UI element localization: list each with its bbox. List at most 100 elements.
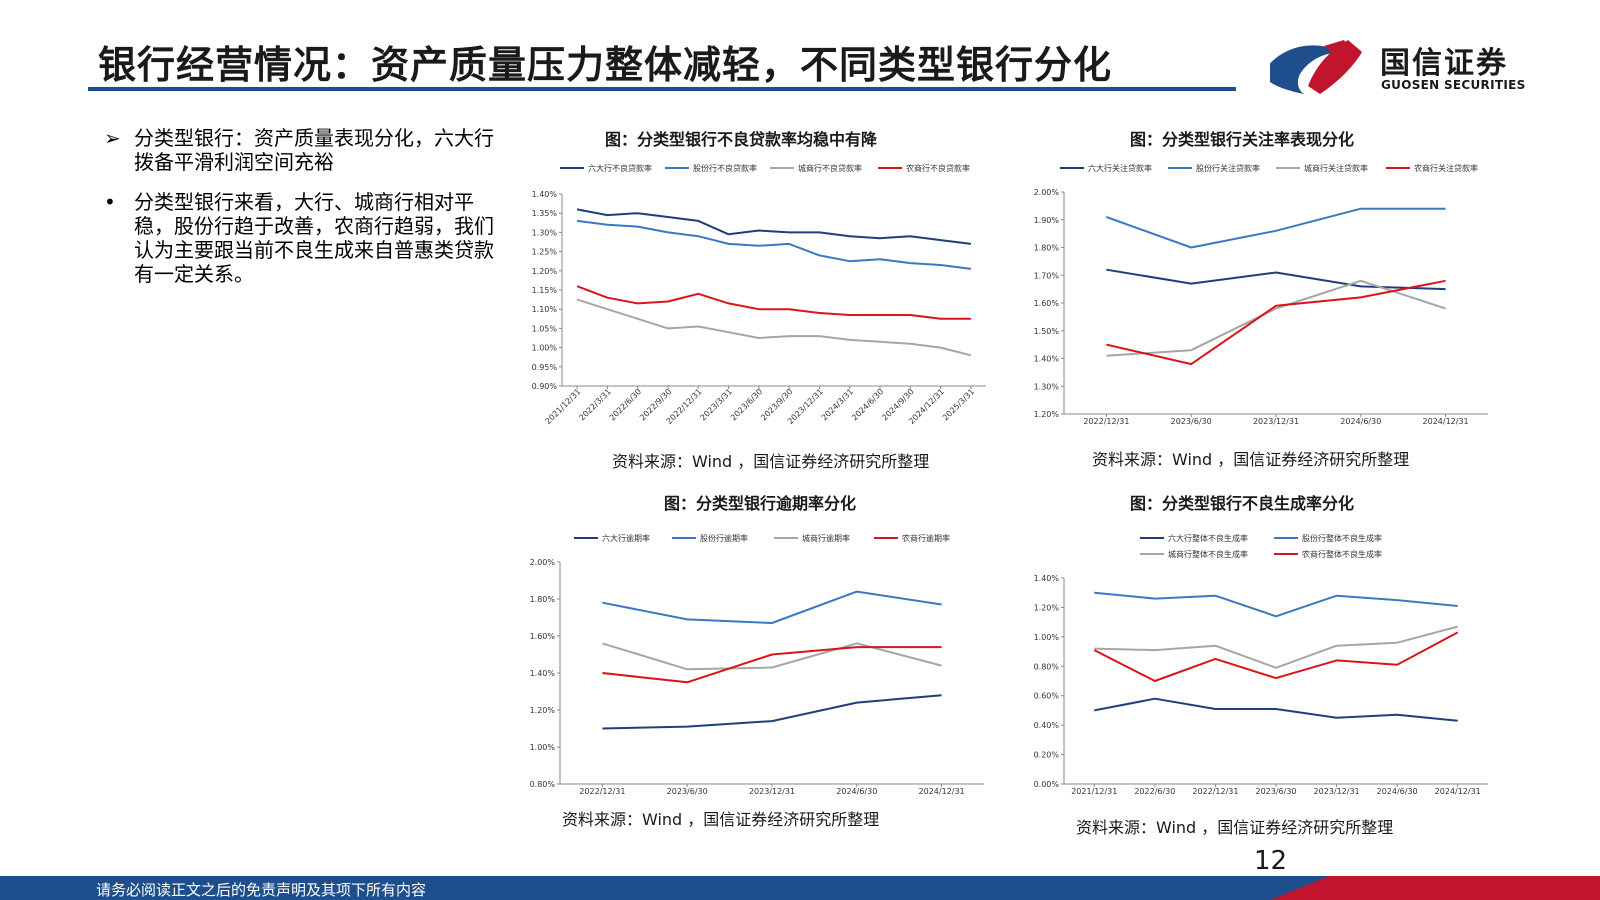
legend-label: 农商行不良贷款率 [906, 163, 970, 173]
series-line [1106, 279, 1446, 357]
y-tick-label: 1.20% [1034, 410, 1060, 419]
legend-label: 农商行逾期率 [902, 533, 950, 543]
chart-2-source: 资料来源：Wind ，国信证券经济研究所整理 [1092, 450, 1410, 469]
y-tick-label: 1.40% [1034, 574, 1060, 583]
x-tick-label: 2024/12/31 [1435, 787, 1481, 796]
x-tick-label: 2023/6/30 [1255, 787, 1296, 796]
y-tick-label: 1.00% [532, 344, 558, 353]
logo-cn-text: 国信证券 [1380, 46, 1508, 81]
series-line [1094, 697, 1458, 722]
y-tick-label: 1.10% [532, 305, 558, 314]
x-tick-label: 2023/6/30 [1171, 417, 1212, 426]
y-tick-label: 2.00% [530, 558, 556, 567]
x-tick-label: 2024/6/30 [850, 387, 885, 422]
x-tick-label: 2024/12/31 [907, 387, 946, 426]
legend-label: 股份行整体不良生成率 [1302, 533, 1382, 543]
bullet-text: 分类型银行来看，大行、城商行相对平稳，股份行趋于改善，农商行趋弱，我们认为主要跟… [134, 190, 494, 286]
legend-label: 六大行整体不良生成率 [1168, 533, 1248, 543]
bullet-item: • 分类型银行来看，大行、城商行相对平稳，股份行趋于改善，农商行趋弱，我们认为主… [104, 190, 504, 286]
y-tick-label: 0.20% [1034, 751, 1060, 760]
series-line [576, 219, 972, 270]
x-tick-label: 2021/12/31 [544, 387, 583, 426]
bullet-list: ➢ 分类型银行：资产质量表现分化，六大行拨备平滑利润空间充裕 • 分类型银行来看… [104, 126, 504, 302]
chart-2-title: 图：分类型银行关注率表现分化 [1130, 130, 1355, 149]
y-tick-label: 2.00% [1034, 188, 1060, 197]
chart-4-title: 图：分类型银行不良生成率分化 [1130, 494, 1355, 513]
x-tick-label: 2024/6/30 [1340, 417, 1381, 426]
series-line [576, 208, 972, 245]
bullet-item: ➢ 分类型银行：资产质量表现分化，六大行拨备平滑利润空间充裕 [104, 126, 504, 174]
y-tick-label: 0.40% [1034, 721, 1060, 730]
y-tick-label: 0.80% [530, 780, 556, 789]
x-tick-label: 2023/3/31 [699, 387, 734, 422]
legend-label: 股份行关注贷款率 [1196, 163, 1260, 173]
y-tick-label: 1.30% [532, 228, 558, 237]
y-tick-label: 0.60% [1034, 692, 1060, 701]
x-tick-label: 2024/12/31 [919, 787, 965, 796]
y-tick-label: 1.40% [1034, 355, 1060, 364]
x-tick-label: 2022/6/30 [1134, 787, 1175, 796]
x-tick-label: 2022/6/30 [608, 387, 643, 422]
y-tick-label: 1.25% [532, 248, 558, 257]
footer-disclaimer: 请务必阅读正文之后的免责声明及其项下所有内容 [96, 881, 427, 899]
x-tick-label: 2023/6/30 [729, 387, 764, 422]
series-line [1106, 279, 1446, 366]
x-tick-label: 2023/12/31 [786, 387, 825, 426]
legend-label: 六大行逾期率 [602, 533, 650, 543]
x-tick-label: 2025/3/31 [941, 387, 976, 422]
y-tick-label: 1.90% [1034, 216, 1060, 225]
legend-label: 城商行逾期率 [802, 533, 850, 543]
series-line [1094, 591, 1458, 618]
y-tick-label: 1.15% [532, 286, 558, 295]
y-tick-label: 0.80% [1034, 662, 1060, 671]
chart-1-title: 图：分类型银行不良贷款率均稳中有降 [605, 130, 878, 149]
x-tick-label: 2021/12/31 [1071, 787, 1117, 796]
page-title: 银行经营情况：资产质量压力整体减轻，不同类型银行分化 [98, 43, 1113, 87]
x-tick-label: 2023/9/30 [759, 387, 794, 422]
x-tick-label: 2024/12/31 [1423, 417, 1469, 426]
logo-en-text: GUOSEN SECURITIES [1381, 78, 1526, 92]
y-tick-label: 1.00% [1034, 633, 1060, 642]
chart-3-source: 资料来源：Wind ，国信证券经济研究所整理 [562, 810, 880, 829]
chart-3-title: 图：分类型银行逾期率分化 [664, 494, 857, 513]
legend-label: 城商行不良贷款率 [798, 163, 862, 173]
bullet-text: 分类型银行：资产质量表现分化，六大行拨备平滑利润空间充裕 [134, 126, 494, 174]
y-tick-label: 0.90% [532, 382, 558, 391]
legend-label: 股份行逾期率 [700, 533, 748, 543]
y-tick-label: 1.60% [530, 632, 556, 641]
legend-label: 股份行不良贷款率 [693, 163, 757, 173]
x-tick-label: 2023/12/31 [749, 787, 795, 796]
y-tick-label: 1.20% [530, 706, 556, 715]
legend-label: 农商行关注贷款率 [1414, 163, 1478, 173]
x-tick-label: 2022/12/31 [665, 387, 704, 426]
arrow-bullet-icon: ➢ [104, 126, 121, 150]
guosen-logo-icon [1270, 40, 1362, 94]
series-line [576, 298, 972, 357]
series-line [1106, 268, 1446, 291]
series-line [602, 590, 942, 624]
legend-label: 城商行关注贷款率 [1304, 163, 1368, 173]
footer-bar: 请务必阅读正文之后的免责声明及其项下所有内容 [0, 876, 1600, 900]
y-tick-label: 1.40% [532, 190, 558, 199]
y-tick-label: 1.35% [532, 209, 558, 218]
page-number: 12 [1254, 846, 1288, 876]
x-tick-label: 2022/3/31 [577, 387, 612, 422]
x-tick-label: 2023/12/31 [1314, 787, 1360, 796]
y-tick-label: 1.20% [1034, 603, 1060, 612]
series-line [576, 285, 971, 320]
series-line [602, 642, 942, 671]
y-tick-label: 0.00% [1034, 780, 1060, 789]
legend-label: 城商行整体不良生成率 [1168, 549, 1248, 559]
y-tick-label: 1.40% [530, 669, 556, 678]
chart-1-source: 资料来源：Wind ，国信证券经济研究所整理 [612, 452, 930, 471]
y-tick-label: 1.50% [1034, 327, 1060, 336]
series-line [602, 646, 942, 684]
x-tick-label: 2022/12/31 [1192, 787, 1238, 796]
series-line [1094, 625, 1458, 669]
legend-label: 六大行不良贷款率 [588, 163, 652, 173]
x-tick-label: 2024/6/30 [836, 787, 877, 796]
legend-label: 农商行整体不良生成率 [1302, 549, 1382, 559]
title-underline [88, 87, 1236, 91]
y-tick-label: 1.30% [1034, 382, 1060, 391]
legend-label: 六大行关注贷款率 [1088, 163, 1152, 173]
